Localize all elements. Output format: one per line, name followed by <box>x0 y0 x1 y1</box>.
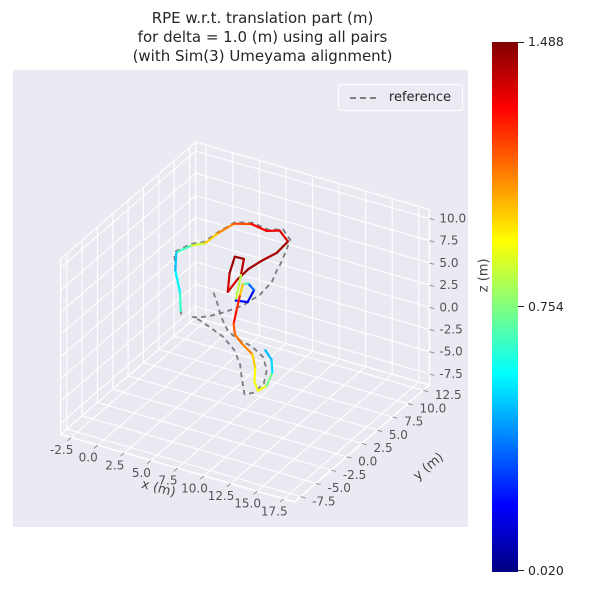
colorbar-mid-label: 0.754 <box>528 299 564 314</box>
reference-dashed-line-icon <box>349 96 380 99</box>
svg-text:10.0: 10.0 <box>181 481 208 495</box>
svg-text:5.0: 5.0 <box>132 466 151 480</box>
colorbar-tick-mid <box>518 306 524 308</box>
svg-text:5.0: 5.0 <box>389 428 408 442</box>
svg-text:10.0: 10.0 <box>439 211 466 225</box>
svg-text:2.5: 2.5 <box>374 441 393 455</box>
colorbar-min-label: 0.020 <box>528 563 564 578</box>
svg-text:5.0: 5.0 <box>439 256 458 270</box>
svg-text:7.5: 7.5 <box>158 474 177 488</box>
plot-canvas-3d: -2.50.02.55.07.510.012.515.017.5-7.5-5.0… <box>50 140 491 518</box>
svg-text:-5.0: -5.0 <box>327 481 350 495</box>
svg-text:17.5: 17.5 <box>261 504 288 518</box>
colorbar-gradient <box>492 42 518 572</box>
svg-text:0.0: 0.0 <box>439 300 458 314</box>
svg-text:2.5: 2.5 <box>105 458 124 472</box>
colorbar: 1.488 0.754 0.020 <box>492 34 564 578</box>
svg-text:-2.5: -2.5 <box>50 443 73 457</box>
tick-labels: -2.50.02.55.07.510.012.515.017.5-7.5-5.0… <box>50 211 491 518</box>
chart-title: RPE w.r.t. translation part (m) for delt… <box>132 9 393 66</box>
svg-text:-2.5: -2.5 <box>343 468 366 482</box>
colorbar-max-label: 1.488 <box>528 34 564 49</box>
svg-text:2.5: 2.5 <box>439 278 458 292</box>
svg-text:0.0: 0.0 <box>79 451 98 465</box>
axes-3d: -2.5 0.0 2.5 5.0 7.5 10.0 12.5 15.0 17.5 -7.5 -5.0… <box>13 70 491 527</box>
svg-text:10.0: 10.0 <box>420 401 447 415</box>
svg-text:-7.5: -7.5 <box>312 494 335 508</box>
svg-text:-5.0: -5.0 <box>439 345 462 359</box>
svg-text:12.5: 12.5 <box>435 388 462 402</box>
svg-text:7.5: 7.5 <box>439 234 458 248</box>
svg-text:15.0: 15.0 <box>234 497 261 511</box>
svg-text:12.5: 12.5 <box>208 489 235 503</box>
colorbar-tick-min <box>518 570 524 572</box>
estimate-trajectory <box>174 222 290 392</box>
svg-text:0.0: 0.0 <box>358 454 377 468</box>
colorbar-tick-max <box>518 42 524 44</box>
reference-trajectory <box>173 221 292 396</box>
svg-text:z (m): z (m) <box>476 258 491 292</box>
svg-text:-2.5: -2.5 <box>439 322 462 336</box>
svg-text:-7.5: -7.5 <box>439 367 462 381</box>
legend-label: reference <box>388 90 451 105</box>
legend: reference <box>337 84 463 111</box>
svg-text:y (m): y (m) <box>411 450 447 484</box>
grid-lines <box>60 145 431 503</box>
svg-text:7.5: 7.5 <box>404 415 423 429</box>
